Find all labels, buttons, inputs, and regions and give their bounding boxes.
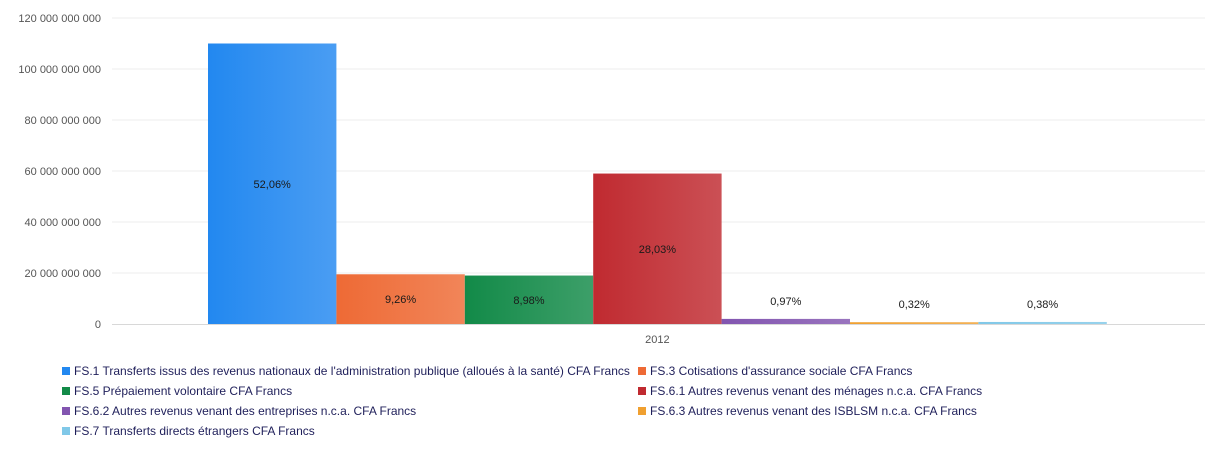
- data-label: 0,97%: [770, 296, 801, 308]
- bar[interactable]: [978, 321, 1107, 324]
- legend-label: FS.6.2 Autres revenus venant des entrepr…: [74, 404, 417, 418]
- data-labels: 52,06% 9,26% 8,98% 28,03% 0,97% 0,32% 0,38%: [254, 179, 1059, 311]
- bar[interactable]: [850, 322, 979, 324]
- legend-label: FS.6.1 Autres revenus venant des ménages…: [650, 384, 983, 398]
- x-tick-label: 2012: [645, 334, 669, 346]
- bars: [208, 43, 1107, 325]
- bar[interactable]: [464, 275, 594, 324]
- legend-label: FS.6.3 Autres revenus venant des ISBLSM …: [650, 404, 977, 418]
- legend-swatch: [62, 407, 70, 415]
- legend-swatch: [62, 367, 70, 375]
- legend-label: FS.7 Transferts directs étrangers CFA Fr…: [74, 424, 315, 438]
- y-axis-ticks: 0 20 000 000 000 40 000 000 000 60 000 000 …: [18, 13, 101, 331]
- legend-label: FS.3 Cotisations d'assurance sociale CFA…: [650, 364, 913, 378]
- data-label: 8,98%: [513, 295, 544, 307]
- data-label: 52,06%: [254, 179, 292, 191]
- legend-swatch: [62, 427, 70, 435]
- y-tick-label: 80 000 000 000: [25, 115, 101, 127]
- data-label: 28,03%: [639, 244, 677, 256]
- y-tick-label: 60 000 000 000: [25, 166, 101, 178]
- legend-swatch: [638, 367, 646, 375]
- legend-item[interactable]: FS.5 Prépaiement volontaire CFA Francs: [62, 384, 292, 398]
- y-tick-label: 20 000 000 000: [25, 268, 101, 280]
- legend-item[interactable]: FS.6.1 Autres revenus venant des ménages…: [638, 384, 982, 398]
- legend-item[interactable]: FS.7 Transferts directs étrangers CFA Fr…: [62, 424, 315, 438]
- legend-item[interactable]: FS.1 Transferts issus des revenus nation…: [62, 364, 630, 378]
- legend-label: FS.5 Prépaiement volontaire CFA Francs: [74, 384, 293, 398]
- bar[interactable]: [721, 318, 850, 324]
- bar[interactable]: [593, 173, 722, 324]
- legend-swatch: [638, 407, 646, 415]
- y-tick-label: 0: [95, 319, 101, 331]
- legend-label: FS.1 Transferts issus des revenus nation…: [74, 364, 630, 378]
- legend-item[interactable]: FS.6.3 Autres revenus venant des ISBLSM …: [638, 404, 977, 418]
- data-label: 0,38%: [1027, 299, 1058, 311]
- legend-swatch: [62, 387, 70, 395]
- bar[interactable]: [208, 43, 337, 325]
- bar[interactable]: [336, 274, 465, 324]
- legend-item[interactable]: FS.3 Cotisations d'assurance sociale CFA…: [638, 364, 912, 378]
- data-label: 0,32%: [899, 299, 930, 311]
- legend-swatch: [638, 387, 646, 395]
- y-tick-label: 100 000 000 000: [18, 64, 101, 76]
- y-tick-label: 40 000 000 000: [25, 217, 101, 229]
- bar-chart: 0 20 000 000 000 40 000 000 000 60 000 000 …: [18, 13, 1205, 346]
- legend-item[interactable]: FS.6.2 Autres revenus venant des entrepr…: [62, 404, 416, 418]
- data-label: 9,26%: [385, 294, 416, 306]
- y-tick-label: 120 000 000 000: [18, 13, 101, 25]
